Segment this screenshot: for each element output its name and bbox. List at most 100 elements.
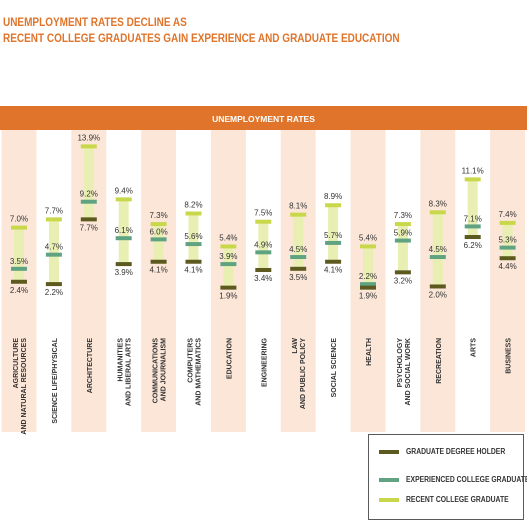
recent-value-label: 8.1% <box>289 202 307 211</box>
graduate-value-label: 1.9% <box>359 292 377 301</box>
column-stripe <box>280 130 316 432</box>
experienced-value-label: 9.2% <box>80 190 98 199</box>
category-label: EDUCATION <box>226 338 233 379</box>
legend-swatch-recent <box>379 498 399 502</box>
experienced-value-label: 5.9% <box>394 229 412 238</box>
graduate-marker <box>290 266 307 271</box>
experienced-marker <box>464 224 481 229</box>
recent-marker <box>255 219 272 224</box>
experienced-marker <box>45 252 62 257</box>
category-label-line: AND MATHEMATICS <box>196 338 203 406</box>
experienced-value-label: 7.1% <box>464 214 482 223</box>
experienced-value-label: 3.5% <box>10 257 28 266</box>
category-label: PSYCHOLOGY AND SOCIAL WORK <box>397 338 412 406</box>
experienced-value-label: 6.1% <box>115 226 133 235</box>
recent-value-label: 7.3% <box>394 211 412 220</box>
experienced-value-label: 4.9% <box>254 240 272 249</box>
category-label: ENGINEERING <box>261 337 268 387</box>
range-bar <box>363 246 373 288</box>
category-label-line: COMMUNICATIONS <box>153 338 160 404</box>
experienced-value-label: 5.6% <box>184 232 202 241</box>
experienced-value-label: 4.5% <box>429 245 447 254</box>
experienced-marker <box>255 250 272 255</box>
recent-value-label: 11.1% <box>462 166 484 175</box>
experienced-value-label: 5.7% <box>324 231 342 240</box>
category-label-line: ARTS <box>471 338 478 357</box>
category-label-line: HEALTH <box>366 338 373 366</box>
recent-value-label: 5.4% <box>359 233 377 242</box>
recent-value-label: 13.9% <box>77 133 100 142</box>
graduate-value-label: 7.7% <box>80 223 98 232</box>
category-label-line: AND NATURAL RESOURCES <box>21 338 28 435</box>
category-label: HEALTH <box>366 338 373 366</box>
legend-swatch-experienced <box>379 478 399 482</box>
graduate-value-label: 3.9% <box>115 268 133 277</box>
range-bar <box>153 224 164 262</box>
experienced-marker <box>11 266 27 271</box>
graduate-marker <box>499 256 516 261</box>
category-label-line: AND SOCIAL WORK <box>405 338 412 406</box>
recent-marker <box>150 222 167 227</box>
range-bar <box>48 219 59 285</box>
column-stripe <box>490 130 526 432</box>
category-label: ARTS <box>471 338 478 357</box>
graduate-value-label: 3.5% <box>289 273 307 282</box>
graduate-value-label: 4.4% <box>498 262 516 271</box>
legend-label-recent: RECENT COLLEGE GRADUATE <box>406 495 509 504</box>
recent-marker <box>290 212 307 217</box>
category-label: LAW AND PUBLIC POLICY <box>292 338 307 410</box>
graduate-value-label: 2.0% <box>429 290 447 299</box>
recent-value-label: 8.9% <box>324 192 342 201</box>
category-label-line: HUMANITIES <box>118 338 125 382</box>
range-bar <box>397 224 408 273</box>
recent-marker <box>80 144 97 149</box>
graduate-marker <box>115 262 132 267</box>
recent-marker <box>429 210 446 215</box>
experienced-value-label: 5.3% <box>498 236 516 245</box>
header-bar <box>0 106 527 130</box>
range-bar <box>83 146 94 220</box>
legend-swatch-graduate <box>379 450 399 454</box>
category-label-line: PSYCHOLOGY <box>397 338 404 388</box>
recent-marker <box>115 197 132 202</box>
category-label-line: COMPUTERS <box>188 338 195 383</box>
recent-marker <box>220 244 237 249</box>
chart-title: UNEMPLOYMENT RATES DECLINE AS RECENT COL… <box>3 14 523 46</box>
graduate-value-label: 3.4% <box>254 274 272 283</box>
range-bar <box>467 179 478 238</box>
category-label: COMMUNICATIONS AND JOURNALISM <box>153 338 168 404</box>
recent-value-label: 8.2% <box>184 200 202 209</box>
range-bar <box>223 246 234 288</box>
experienced-marker <box>220 262 237 267</box>
legend-label-graduate: GRADUATE DEGREE HOLDER <box>406 447 506 456</box>
category-label: BUSINESS <box>506 338 513 374</box>
category-label-line: EDUCATION <box>226 338 233 379</box>
category-label-line: LAW <box>292 338 299 354</box>
rate-markers <box>11 144 516 290</box>
graduate-marker <box>394 270 411 275</box>
graduate-marker <box>464 235 481 240</box>
graduate-value-label: 4.1% <box>324 266 342 275</box>
recent-value-label: 7.5% <box>254 209 272 218</box>
category-label-line: AND LIBERAL ARTS <box>126 338 133 406</box>
recent-marker <box>499 220 516 225</box>
category-label: SOCIAL SCIENCE <box>331 338 338 398</box>
recent-marker <box>464 177 481 182</box>
experienced-marker <box>115 236 132 241</box>
experienced-value-label: 2.2% <box>359 272 377 281</box>
recent-marker <box>394 222 411 227</box>
graduate-marker <box>185 259 202 264</box>
experienced-marker <box>360 282 376 287</box>
graduate-marker <box>429 284 446 289</box>
title-line-1: UNEMPLOYMENT RATES DECLINE AS <box>3 15 187 29</box>
category-label: HUMANITIES AND LIBERAL ARTS <box>118 338 133 406</box>
category-label: RECREATION <box>436 338 443 384</box>
graduate-marker <box>11 279 27 284</box>
category-label: ARCHITECTURE <box>87 338 94 394</box>
range-bar <box>258 221 269 270</box>
experienced-marker <box>185 242 202 247</box>
recent-marker <box>325 203 342 208</box>
graduate-marker <box>80 217 97 222</box>
category-label-line: SCIENCE LIFE/PHYSICAL <box>52 337 59 423</box>
